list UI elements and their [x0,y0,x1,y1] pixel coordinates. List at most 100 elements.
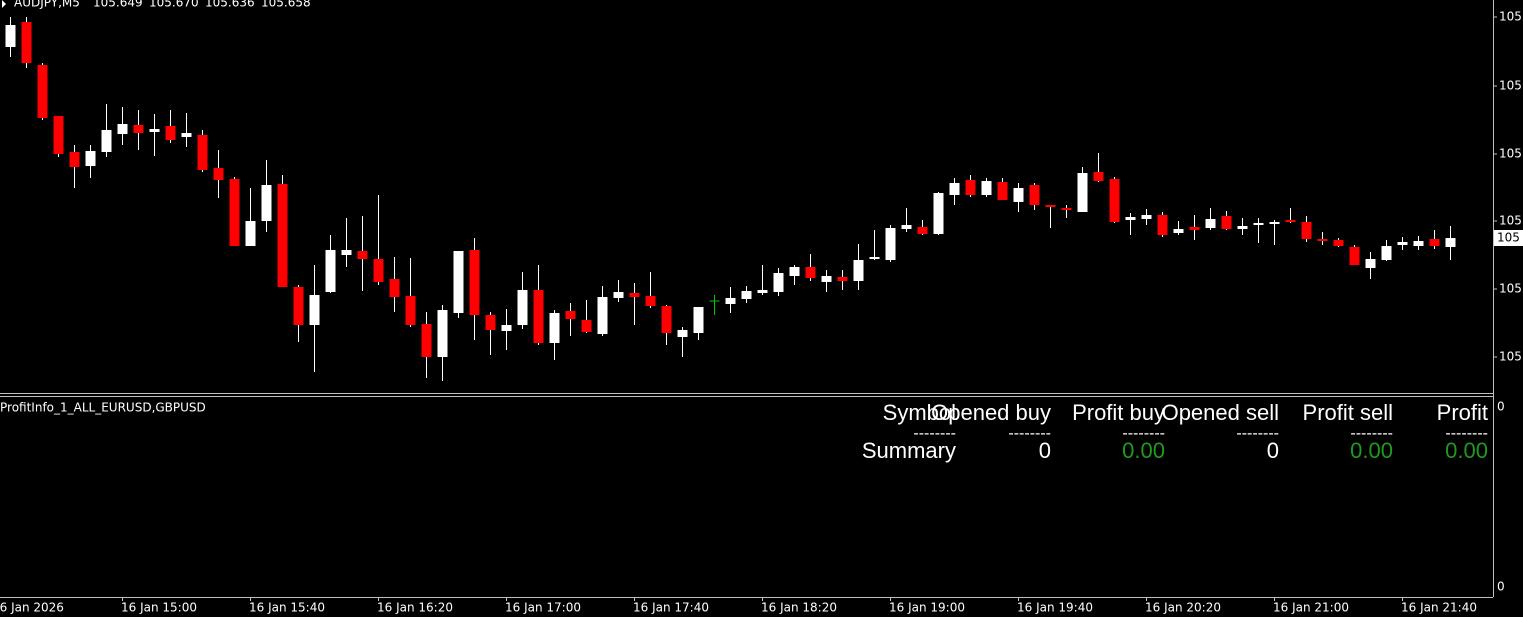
column-header: Symbol [883,400,956,425]
candle-body [1349,247,1360,265]
x-tick-label: 16 Jan 19:00 [889,601,965,615]
candle-body [53,116,64,154]
candle-body [261,185,272,221]
candle-body [1253,223,1264,225]
ohlc-high: 105.670 [149,0,199,10]
candle-body [1061,208,1072,210]
candle-body [837,277,848,281]
symbol-name: AUDJPY,M5 [14,0,80,10]
x-tick-label: 16 Jan 17:40 [633,601,709,615]
current-price-box [1494,230,1523,246]
candle-body [85,151,96,166]
candle-body [149,129,160,132]
candle-body [533,290,544,343]
candle-body [613,292,624,298]
candle-body [725,298,736,304]
candle-body [885,228,896,260]
candle-body [1125,217,1136,220]
candle-body [485,315,496,330]
candle-body [1429,239,1440,246]
candle-body [1269,222,1280,224]
y-tick-label: 105 [1499,282,1522,296]
candle-body [773,273,784,292]
candle-body [181,133,192,137]
candle-body [373,259,384,282]
candle-body [1285,220,1296,222]
candle-body [101,130,112,152]
candle-body [229,179,240,246]
summary-cell: 0 [1039,438,1051,463]
candle-body [1205,219,1216,228]
candle-body [629,293,640,297]
candle-body [581,320,592,332]
candle-body [309,295,320,325]
column-separator: -------- [1236,425,1279,442]
y-tick-label: 105 [1499,214,1522,228]
candle-body [117,124,128,134]
candle-body [901,225,912,229]
candle-body [805,267,816,278]
summary-cell: 0.00 [1122,438,1165,463]
candle-body [453,251,464,313]
candle-body [1173,229,1184,233]
column-header: Profit [1437,400,1488,425]
candle-body [1413,241,1424,246]
candle-body [677,330,688,337]
candle-body [1221,216,1232,229]
candle-body [1013,188,1024,202]
column-separator: -------- [1122,425,1165,442]
candle-body [917,227,928,234]
candle-body [1397,242,1408,245]
candle-body [437,310,448,357]
candle-body [325,250,336,292]
x-tick-label: 16 Jan 17:00 [505,601,581,615]
candle-body [469,250,480,315]
column-header: Opened buy [931,400,1051,425]
candle-body [1141,215,1152,219]
candle-body [389,279,400,297]
candle-body [1029,185,1040,205]
candle-body [1189,227,1200,230]
summary-cell: 0.00 [1350,438,1393,463]
x-start-label: 16 Jan 2026 [0,601,64,615]
candle-body [1365,259,1376,268]
candle-body [357,251,368,259]
candle-body [21,22,32,63]
y-tick-label: 105 [1499,79,1522,93]
x-tick-label: 16 Jan 19:40 [1017,601,1093,615]
candle-body [133,125,144,133]
x-tick-label: 16 Jan 21:00 [1273,601,1349,615]
candle-body [421,324,432,357]
candle-body [5,25,16,47]
candle-body [661,306,672,333]
candle-body [517,290,528,325]
candle-body [245,221,256,246]
candle-body [341,250,352,255]
candle-body [1093,172,1104,181]
y-tick-label: 105 [1499,350,1522,364]
column-header: Opened sell [1162,400,1279,425]
candle-body [1301,222,1312,239]
candle-body [645,296,656,306]
candle-body [981,181,992,195]
summary-cell: 0.00 [1445,438,1488,463]
candle-body [789,267,800,276]
candle-body [1157,215,1168,235]
x-tick-label: 16 Jan 18:20 [761,601,837,615]
candle-body [213,168,224,180]
candle-body [933,193,944,234]
indicator-scale-label: 0 [1497,580,1505,594]
y-tick-label: 105 [1499,147,1522,161]
candle-body [693,307,704,333]
candle-body [1045,205,1056,207]
symbol-icon [2,0,6,8]
candle-body [293,287,304,325]
candle-body [501,325,512,331]
column-separator: -------- [913,425,956,442]
candle-body [165,126,176,140]
column-separator: -------- [1350,425,1393,442]
candle-body [1109,179,1120,222]
candle-body [965,180,976,195]
candle-body [1317,239,1328,241]
